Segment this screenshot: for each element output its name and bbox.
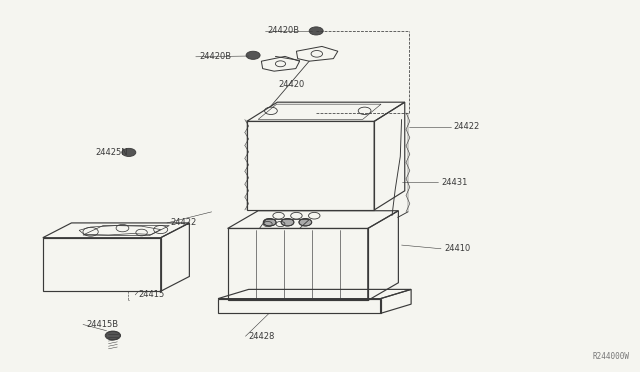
Text: 24415B: 24415B <box>86 320 118 329</box>
Text: R244000W: R244000W <box>592 352 629 361</box>
Text: 24420B: 24420B <box>199 52 231 61</box>
Text: 24420B: 24420B <box>268 26 300 35</box>
Text: 24415: 24415 <box>138 291 164 299</box>
Circle shape <box>106 331 120 340</box>
Circle shape <box>263 219 276 226</box>
Circle shape <box>299 219 312 226</box>
Text: 24420: 24420 <box>278 80 305 89</box>
Text: 24431: 24431 <box>441 178 467 187</box>
Text: 24422: 24422 <box>170 218 196 227</box>
Text: 24428: 24428 <box>248 332 275 341</box>
Text: 24422: 24422 <box>454 122 480 131</box>
Circle shape <box>309 27 323 35</box>
Circle shape <box>246 51 260 60</box>
Circle shape <box>281 219 294 226</box>
Circle shape <box>122 148 136 157</box>
Text: 24425N: 24425N <box>96 148 129 157</box>
Text: 24410: 24410 <box>444 244 470 253</box>
